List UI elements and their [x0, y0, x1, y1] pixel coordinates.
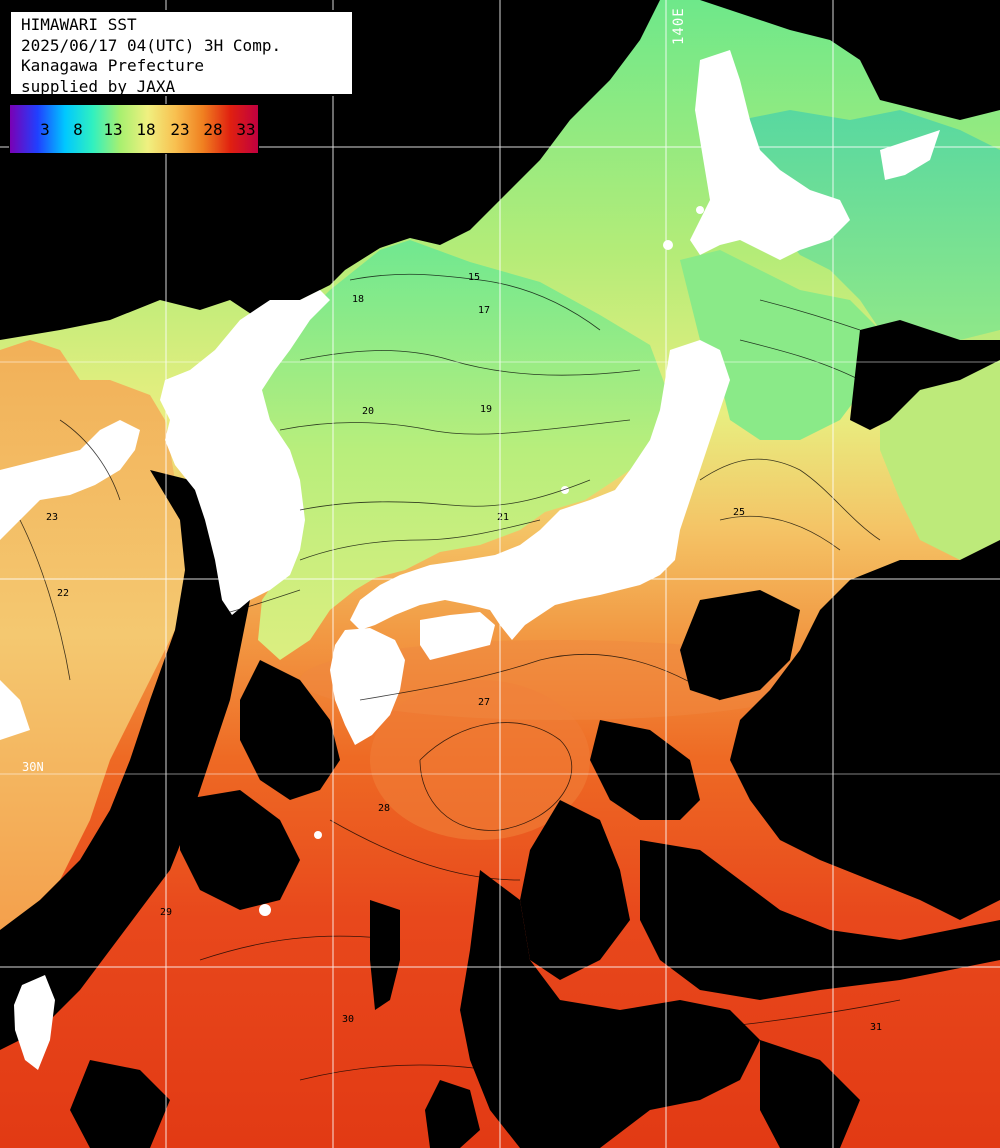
- latitude-label: 30N: [22, 760, 44, 774]
- kyushu-land: [330, 628, 405, 745]
- contour-label: 27: [478, 697, 490, 708]
- okhotsk-sea: [740, 110, 1000, 345]
- credit: supplied by JAXA: [21, 76, 176, 96]
- tsugaru-area: [680, 250, 880, 440]
- contour-label: 15: [468, 272, 480, 283]
- contour-label: 28: [378, 803, 390, 814]
- info-header: HIMAWARI SST 2025/06/17 04(UTC) 3H Comp.…: [9, 10, 354, 96]
- contour-label: 20: [362, 406, 374, 417]
- contour-label: 26: [882, 782, 894, 793]
- sea-of-japan: [252, 240, 665, 660]
- colorbar-tick-label: 3: [40, 120, 50, 139]
- warm-eddy: [370, 680, 590, 840]
- taiwan-land: [14, 975, 55, 1070]
- contour-label: 23: [46, 512, 58, 523]
- contour-label: 25: [733, 507, 745, 518]
- colorbar-tick-label: 8: [73, 120, 83, 139]
- timestamp: 2025/06/17 04(UTC) 3H Comp.: [21, 35, 282, 55]
- contour-label: 19: [480, 404, 492, 415]
- china-coast-land: [0, 420, 140, 540]
- isotherm-contours: [19, 273, 901, 1081]
- land-masses: [0, 50, 940, 1070]
- contour-label: 31: [870, 1022, 882, 1033]
- region-name: Kanagawa Prefecture: [21, 56, 205, 75]
- colorbar-tick-label: 33: [236, 120, 256, 139]
- korea-land: [160, 290, 330, 615]
- hokkaido-land: [690, 50, 850, 260]
- longitude-label: 140E: [671, 7, 687, 45]
- temperature-colorbar: 3 8 13 18 23 28 33: [9, 104, 259, 154]
- contour-label: 17: [478, 305, 490, 316]
- colorbar-tick-label: 28: [203, 120, 223, 139]
- colorbar-labels: 3 8 13 18 23 28 33: [10, 105, 258, 153]
- shikoku-land: [420, 612, 495, 660]
- product-title: HIMAWARI SST: [21, 15, 137, 34]
- colorbar-tick-label: 13: [103, 120, 123, 139]
- colorbar-tick-label: 18: [136, 120, 156, 139]
- colorbar-tick-label: 23: [170, 120, 190, 139]
- contour-label: 22: [57, 588, 69, 599]
- honshu-land: [350, 340, 730, 640]
- contour-label: 18: [352, 294, 364, 305]
- contour-label: 21: [497, 512, 509, 523]
- contour-label: 30: [342, 1014, 354, 1025]
